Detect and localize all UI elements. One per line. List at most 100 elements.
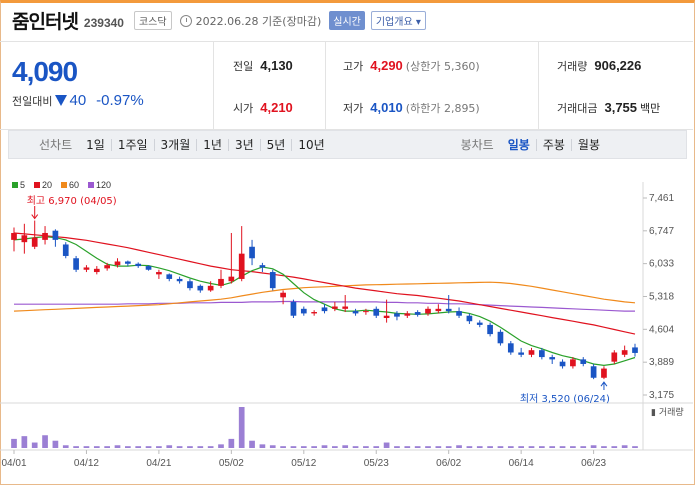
candle-body bbox=[135, 263, 142, 267]
volume-bar bbox=[373, 446, 380, 448]
candle-body bbox=[507, 343, 514, 353]
range-10y[interactable]: 10년 bbox=[291, 138, 330, 151]
candle-body bbox=[114, 261, 121, 266]
range-3y[interactable]: 3년 bbox=[227, 138, 260, 151]
volume-bar bbox=[590, 445, 597, 448]
y-tick-label: 4,604 bbox=[649, 324, 674, 335]
x-tick-label: 05/02 bbox=[219, 458, 244, 469]
volume-bar bbox=[52, 440, 59, 448]
candle-body bbox=[466, 315, 473, 322]
volume-bar bbox=[135, 446, 142, 448]
volume-bar bbox=[166, 445, 173, 448]
tab-monthly[interactable]: 월봉 bbox=[570, 138, 606, 151]
prev-close-value: 4,130 bbox=[260, 58, 293, 73]
candle-body bbox=[259, 265, 266, 268]
amount-label: 거래대금 bbox=[557, 102, 598, 115]
legend-ma120[interactable]: 120 bbox=[88, 180, 111, 190]
volume-bar bbox=[73, 446, 79, 448]
candle-body bbox=[62, 244, 69, 256]
volume-bar bbox=[300, 446, 307, 448]
candle-body bbox=[559, 361, 566, 367]
candle-body bbox=[31, 237, 38, 247]
volume-bar bbox=[476, 446, 483, 448]
volume-bar bbox=[176, 446, 183, 448]
x-tick-label: 05/23 bbox=[364, 458, 389, 469]
candle-body bbox=[580, 359, 587, 364]
candle-body bbox=[269, 272, 276, 289]
ma60-line bbox=[13, 281, 636, 312]
candle-body bbox=[342, 306, 349, 309]
volume-bar bbox=[228, 438, 235, 448]
range-1w[interactable]: 1주일 bbox=[110, 138, 154, 151]
high-value: 4,290 bbox=[370, 58, 403, 73]
volume-bar bbox=[187, 446, 193, 448]
candle-body bbox=[383, 315, 390, 319]
range-3m[interactable]: 3개월 bbox=[153, 138, 197, 151]
tab-weekly[interactable]: 주봉 bbox=[535, 138, 571, 151]
prev-close-label: 전일 bbox=[233, 60, 254, 73]
x-tick-label: 06/02 bbox=[436, 458, 461, 469]
low-label: 저가 bbox=[343, 102, 364, 115]
amount-unit: 백만 bbox=[640, 102, 661, 115]
candle-body bbox=[332, 306, 338, 309]
volume-bar bbox=[466, 446, 473, 448]
volume-bar bbox=[321, 445, 328, 448]
candle-body bbox=[528, 350, 535, 355]
volume-bar bbox=[238, 407, 245, 448]
candle-body bbox=[197, 285, 204, 291]
volume-bar bbox=[383, 442, 390, 448]
candle-body bbox=[73, 258, 79, 270]
volume-label: 거래량 bbox=[557, 60, 588, 73]
corp-info-button[interactable]: 기업개요 ▾ bbox=[370, 11, 426, 30]
range-1y[interactable]: 1년 bbox=[196, 138, 228, 151]
volume-bar bbox=[363, 446, 369, 448]
volume-bar bbox=[145, 446, 152, 448]
x-tick-label: 04/21 bbox=[146, 458, 171, 469]
divider bbox=[538, 42, 539, 130]
stock-name[interactable]: 줌인터넷 bbox=[12, 11, 79, 33]
open-label: 시가 bbox=[233, 102, 254, 115]
candlestick-chart[interactable]: 7,461 6,747 6,033 5,318 4,604 3,889 3,175 04/01… bbox=[0, 162, 693, 482]
volume-bar bbox=[249, 440, 255, 448]
amount-value: 3,755 bbox=[604, 100, 638, 115]
volume-bar bbox=[114, 445, 121, 448]
legend-ma20[interactable]: 20 bbox=[34, 180, 52, 190]
lower-limit: (하한가 2,895) bbox=[405, 102, 480, 115]
candle-body bbox=[228, 276, 235, 282]
range-5y[interactable]: 5년 bbox=[259, 138, 292, 151]
candle-chart-title: 봉차트 bbox=[460, 138, 494, 152]
x-tick-label: 06/23 bbox=[581, 458, 606, 469]
legend-label: 60 bbox=[69, 180, 80, 190]
volume-bar bbox=[83, 446, 90, 448]
y-tick-label: 5,318 bbox=[649, 292, 674, 303]
high-label: 고가 bbox=[343, 60, 364, 73]
legend-ma60[interactable]: 60 bbox=[61, 180, 79, 190]
volume-bar bbox=[404, 446, 411, 448]
x-tick-label: 05/12 bbox=[291, 458, 316, 469]
tab-daily[interactable]: 일봉 bbox=[507, 137, 530, 152]
candle-body bbox=[125, 261, 131, 264]
candle-body bbox=[52, 230, 59, 240]
volume-stat: 거래량 906,226 bbox=[557, 58, 641, 74]
realtime-button[interactable]: 실시간 bbox=[329, 11, 365, 30]
range-1d[interactable]: 1일 bbox=[86, 137, 105, 152]
ma-legend: 5 20 60 120 bbox=[12, 180, 111, 190]
volume-bar bbox=[342, 445, 349, 448]
candle-body bbox=[321, 307, 328, 312]
volume-bar bbox=[549, 446, 556, 448]
candle-body bbox=[394, 313, 400, 317]
volume-bar bbox=[487, 446, 493, 448]
volume-bar bbox=[280, 446, 286, 448]
legend-ma5[interactable]: 5 bbox=[12, 180, 25, 190]
candle-body bbox=[601, 368, 607, 378]
candle-body bbox=[445, 308, 452, 312]
legend-swatch bbox=[61, 182, 68, 188]
volume-bar bbox=[394, 446, 400, 448]
candle-body bbox=[280, 292, 286, 298]
candle-body bbox=[311, 312, 317, 314]
volume-bar bbox=[332, 446, 338, 448]
price-box: 4,090 전일대비 40 -0.97% bbox=[0, 42, 214, 130]
y-tick-label: 6,033 bbox=[649, 259, 674, 270]
volume-bar bbox=[31, 442, 38, 448]
candle-body bbox=[570, 359, 576, 367]
